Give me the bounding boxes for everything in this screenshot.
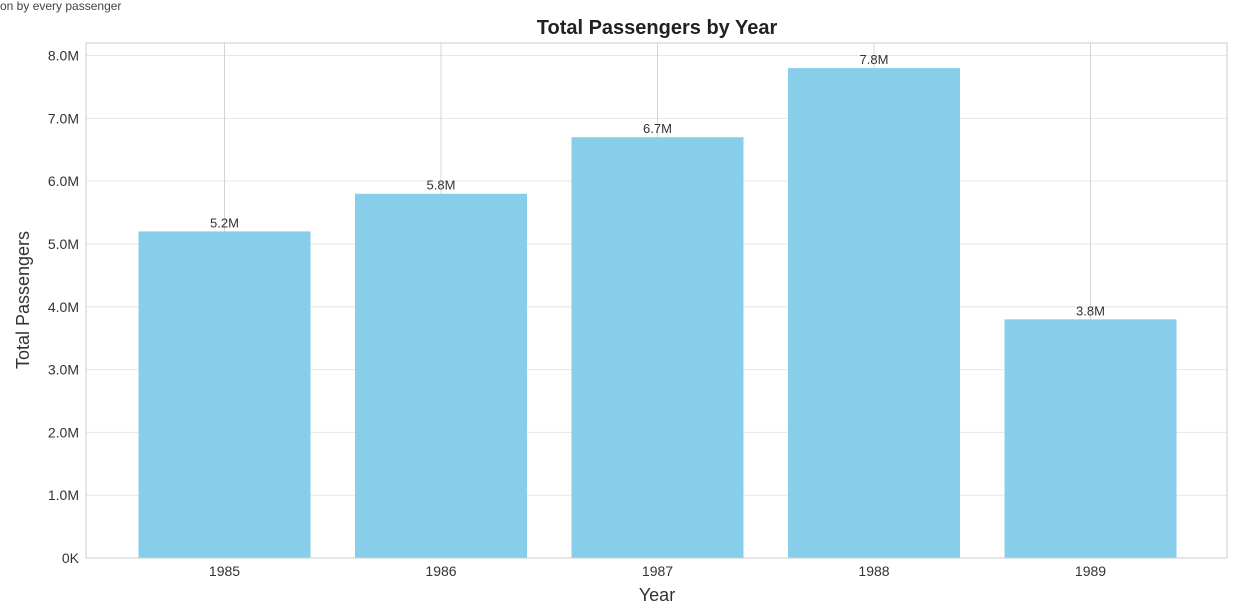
x-tick-label: 1988 — [858, 563, 889, 579]
bar-data-label: 7.8M — [860, 52, 889, 67]
x-axis-label: Year — [639, 585, 675, 605]
bar — [788, 68, 960, 558]
bar-data-label: 6.7M — [643, 121, 672, 136]
y-tick-label: 6.0M — [48, 173, 79, 189]
y-tick-label: 8.0M — [48, 48, 79, 64]
bar — [1004, 319, 1177, 558]
x-tick-label: 1986 — [425, 563, 456, 579]
bar-data-label: 5.8M — [427, 178, 456, 193]
y-tick-label: 0K — [62, 550, 80, 566]
bar-data-label: 5.2M — [210, 215, 239, 230]
chart-title: Total Passengers by Year — [537, 17, 778, 39]
x-axis-ticks: 1985 1986 1987 1988 1989 — [209, 563, 1106, 579]
y-tick-label: 7.0M — [48, 110, 79, 126]
plot-area-frame — [85, 42, 1228, 559]
x-tick-label: 1989 — [1075, 563, 1106, 579]
y-tick-label: 1.0M — [48, 487, 79, 503]
y-axis-label: Total Passengers — [13, 231, 33, 369]
bars — [138, 68, 1177, 559]
x-tick-label: 1987 — [642, 563, 673, 579]
y-tick-label: 4.0M — [48, 299, 79, 315]
x-tick-label: 1985 — [209, 563, 240, 579]
y-tick-label: 3.0M — [48, 362, 79, 378]
y-tick-label: 5.0M — [48, 236, 79, 252]
bar — [355, 193, 527, 559]
y-axis-ticks: 0K 1.0M 2.0M 3.0M 4.0M 5.0M 6.0M 7.0M 8.0M — [48, 48, 80, 566]
bar — [138, 231, 311, 559]
bar — [571, 137, 744, 558]
bar-data-labels: 5.2M 5.8M 6.7M 7.8M 3.8M — [210, 52, 1105, 318]
bar-data-label: 3.8M — [1076, 303, 1105, 318]
y-tick-label: 2.0M — [48, 424, 79, 440]
chart-caption: on by every passenger — [0, 0, 121, 13]
